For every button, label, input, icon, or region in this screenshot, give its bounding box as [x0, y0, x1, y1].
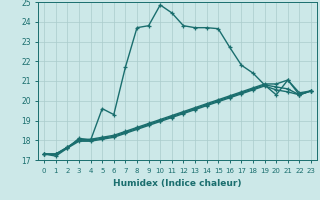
X-axis label: Humidex (Indice chaleur): Humidex (Indice chaleur)	[113, 179, 242, 188]
